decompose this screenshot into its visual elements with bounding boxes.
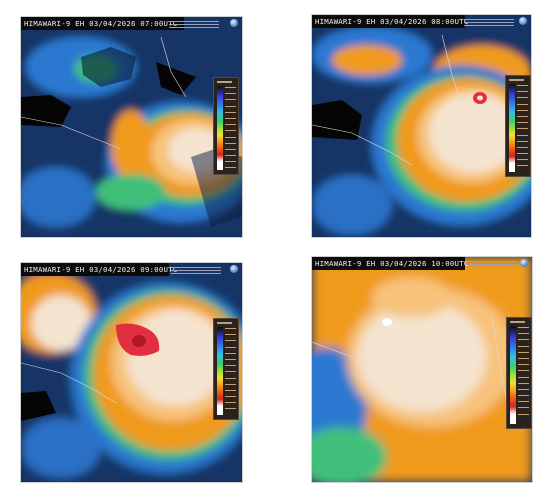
cloud-image-0800 (312, 15, 531, 237)
color-scale-legend (213, 318, 239, 420)
color-scale-legend (213, 77, 239, 175)
agency-logo (230, 265, 238, 273)
panel-title: HIMAWARI-9 EH 03/04/2026 09:00UTC (21, 263, 177, 276)
credit-text (464, 17, 514, 26)
credit-text (169, 19, 219, 28)
satellite-panel-0800: HIMAWARI-9 EH 03/04/2026 08:00UTC (312, 15, 531, 237)
satellite-panel-1000: HIMAWARI-9 EH 03/04/2026 10:00UTC (312, 257, 532, 482)
credit-text (467, 259, 517, 268)
panel-title: HIMAWARI-9 EH 03/04/2026 07:00UTC (21, 17, 184, 30)
satellite-panel-0700: HIMAWARI-9 EH 03/04/2026 07:00UTC (21, 17, 242, 237)
panel-title: HIMAWARI-9 EH 03/04/2026 10:00UTC (312, 257, 468, 270)
cloud-image-0900 (21, 263, 242, 482)
agency-logo (520, 259, 528, 267)
color-scale-legend (505, 75, 531, 177)
credit-text (171, 265, 221, 274)
panel-title: HIMAWARI-9 EH 03/04/2026 08:00UTC (312, 15, 468, 28)
satellite-panel-0900: HIMAWARI-9 EH 03/04/2026 09:00UTC (21, 263, 242, 482)
cloud-image-1000 (312, 257, 532, 482)
agency-logo (519, 17, 527, 25)
cloud-image-0700 (21, 17, 242, 237)
color-scale-legend (506, 317, 532, 429)
agency-logo (230, 19, 238, 27)
